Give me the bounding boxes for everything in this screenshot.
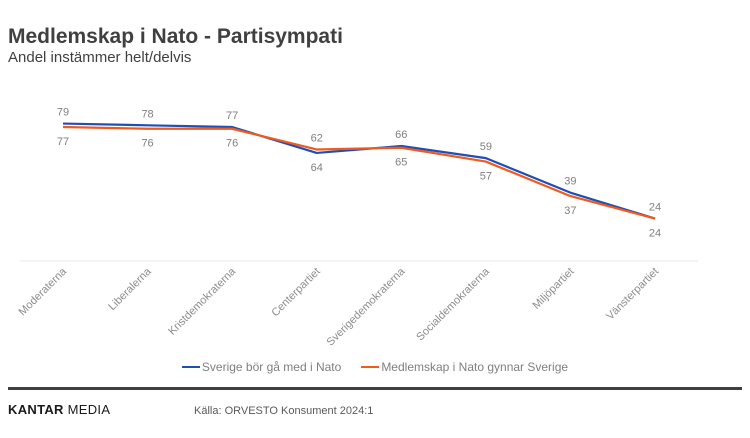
kantar-media-logo: KANTAR MEDIA — [8, 402, 110, 417]
chart-title: Medlemskap i Nato - Partisympati — [8, 25, 343, 48]
x-tick-label: Liberalerna — [106, 265, 154, 313]
data-label: 39 — [564, 176, 576, 188]
x-tick-label: Kristdemokraterna — [166, 265, 239, 338]
line-chart: 79 77 78 76 77 76 62 64 66 65 59 57 39 37 24 24 Moderat… — [17, 107, 698, 348]
brand-rest: MEDIA — [63, 402, 111, 417]
data-label: 66 — [395, 129, 407, 141]
legend-item-series-2: Medlemskap i Nato gynnar Sverige — [361, 360, 568, 374]
data-label: 37 — [564, 205, 576, 217]
data-label: 76 — [141, 138, 153, 150]
x-tick-label: Miljöpartiet — [530, 266, 576, 312]
source-note: Källa: ORVESTO Konsument 2024:1 — [194, 405, 374, 417]
data-label: 79 — [57, 107, 69, 119]
brand-bold: KANTAR — [8, 402, 64, 417]
legend-swatch-blue — [181, 366, 200, 368]
series-line-2 — [62, 125, 656, 220]
x-tick-label: Sverigedemokraterna — [325, 265, 408, 348]
data-label: 76 — [226, 138, 238, 150]
x-tick-label: Moderaterna — [17, 265, 70, 318]
data-label: 24 — [649, 228, 661, 240]
legend-label: Medlemskap i Nato gynnar Sverige — [381, 360, 569, 374]
legend-label: Sverige bör gå med i Nato — [201, 360, 342, 374]
data-label: 65 — [395, 157, 407, 169]
legend-item-series-1: Sverige bör gå med i Nato — [181, 360, 342, 374]
legend: Sverige bör gå med i Nato Medlemskap i N… — [0, 360, 750, 374]
data-label: 59 — [480, 141, 492, 153]
data-label: 78 — [141, 108, 153, 120]
data-label: 77 — [226, 110, 238, 122]
x-tick-label: Centerpartiet — [269, 266, 322, 319]
data-label: 57 — [480, 171, 492, 183]
legend-swatch-orange — [361, 366, 380, 368]
chart-subtitle: Andel instämmer helt/delvis — [8, 49, 192, 66]
data-label: 77 — [57, 136, 69, 148]
footer-divider — [8, 387, 742, 390]
data-label: 24 — [649, 202, 661, 214]
data-label: 62 — [311, 132, 323, 144]
x-tick-label: Vänsterpartiet — [604, 266, 661, 323]
data-label: 64 — [311, 162, 323, 174]
x-tick-label: Socialdemokraterna — [414, 265, 492, 343]
